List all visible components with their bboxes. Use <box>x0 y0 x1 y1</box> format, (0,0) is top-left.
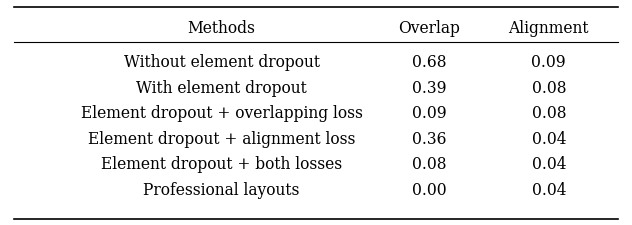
Text: 0.09: 0.09 <box>532 54 566 71</box>
Text: With element dropout: With element dropout <box>137 79 307 96</box>
Text: 0.39: 0.39 <box>412 79 447 96</box>
Text: 0.08: 0.08 <box>412 155 447 172</box>
Text: 0.04: 0.04 <box>532 130 566 147</box>
Text: 0.08: 0.08 <box>532 79 566 96</box>
Text: 0.04: 0.04 <box>532 155 566 172</box>
Text: 0.68: 0.68 <box>412 54 447 71</box>
Text: Alignment: Alignment <box>509 20 589 36</box>
Text: Element dropout + overlapping loss: Element dropout + overlapping loss <box>81 105 363 122</box>
Text: Overlap: Overlap <box>398 20 460 36</box>
Text: Element dropout + alignment loss: Element dropout + alignment loss <box>88 130 355 147</box>
Text: 0.36: 0.36 <box>412 130 447 147</box>
Text: 0.00: 0.00 <box>412 181 447 198</box>
Text: 0.08: 0.08 <box>532 105 566 122</box>
Text: Methods: Methods <box>188 20 255 36</box>
Text: 0.04: 0.04 <box>532 181 566 198</box>
Text: 0.09: 0.09 <box>412 105 447 122</box>
Text: Professional layouts: Professional layouts <box>143 181 300 198</box>
Text: Without element dropout: Without element dropout <box>124 54 320 71</box>
Text: Element dropout + both losses: Element dropout + both losses <box>101 155 342 172</box>
